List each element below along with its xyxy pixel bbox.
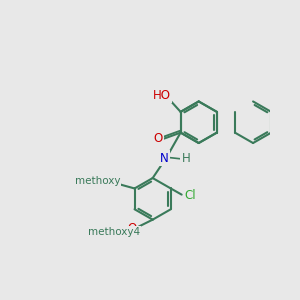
Text: methoxy4: methoxy4 [88,227,140,237]
Text: Cl: Cl [184,189,196,202]
Text: O: O [111,177,120,190]
Text: HO: HO [153,89,171,102]
Text: O: O [127,222,136,235]
Text: methoxy: methoxy [75,176,120,186]
Text: O: O [154,132,163,145]
Text: H: H [182,152,190,165]
Text: N: N [160,152,169,164]
